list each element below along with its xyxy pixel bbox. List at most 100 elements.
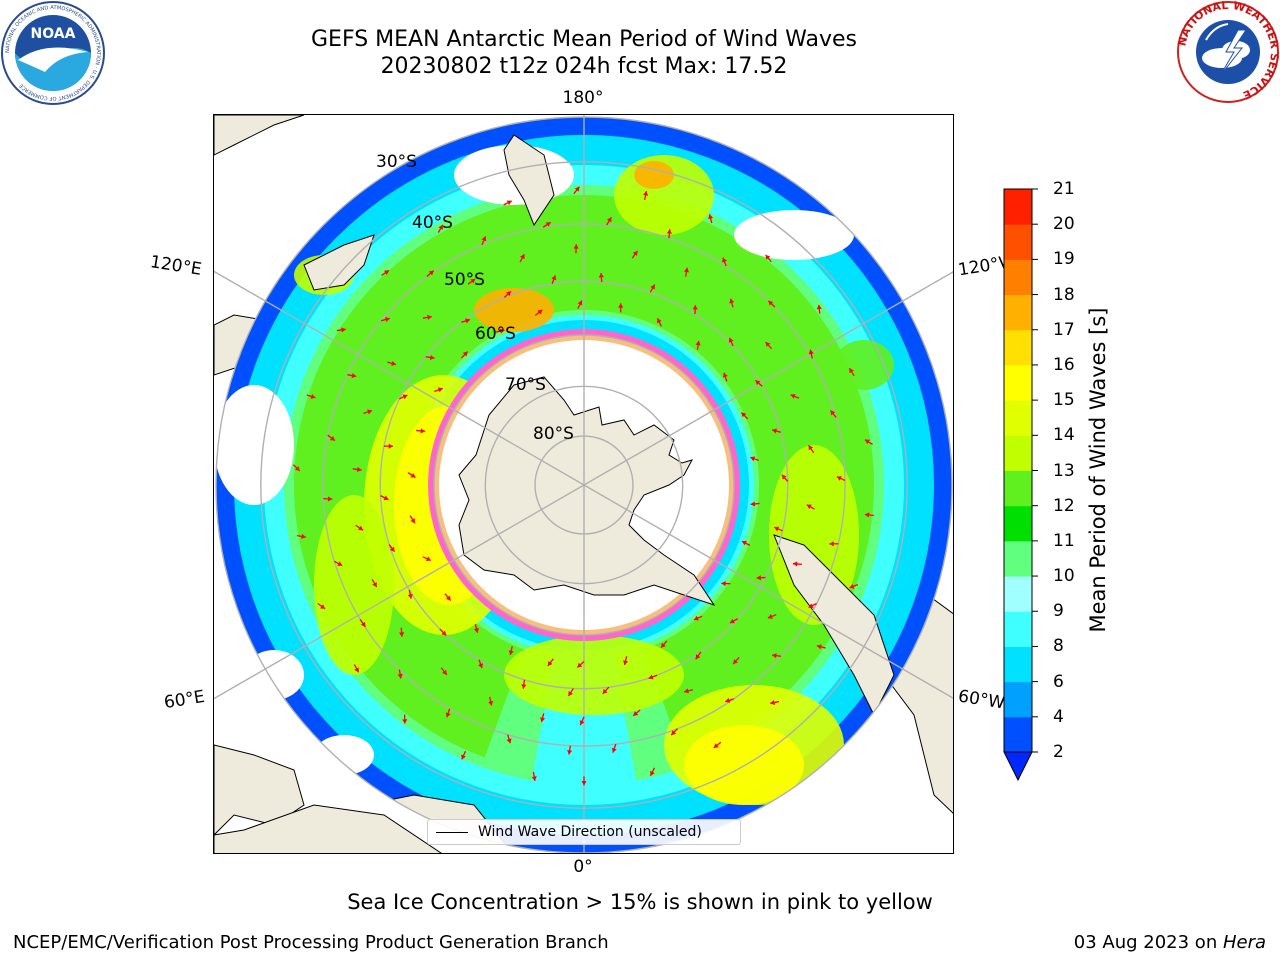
wave-arrow — [352, 466, 362, 473]
colorbar-tick-label: 19 — [1053, 249, 1075, 270]
wave-arrow-head — [692, 305, 698, 310]
wave-arrow-head — [741, 412, 747, 418]
wave-arrow — [725, 697, 734, 703]
wave-arrow-head — [864, 439, 870, 445]
wave-arrow — [461, 750, 467, 760]
wave-arrow — [506, 734, 512, 744]
wave-arrow-head — [506, 200, 512, 206]
wave-arrow-head — [521, 684, 527, 689]
wave-arrow-head — [729, 298, 735, 304]
wave-arrow-head — [750, 501, 756, 507]
wave-arrow — [521, 679, 527, 689]
wave-arrow-head — [437, 387, 443, 393]
lat-label-60s: 60°S — [475, 324, 516, 344]
wave-arrow — [649, 284, 656, 293]
wave-arrow — [547, 658, 554, 667]
calm-area — [904, 205, 952, 265]
wave-arrow — [750, 501, 760, 507]
land-mass — [214, 115, 305, 156]
wave-arrow-head — [567, 749, 573, 755]
wave-arrow-head — [327, 496, 333, 502]
colorbar-tick-label: 14 — [1053, 425, 1075, 446]
legend-label: Wind Wave Direction (unscaled) — [478, 824, 702, 840]
wave-arrow — [416, 428, 426, 434]
wave-arrow-head — [351, 373, 357, 379]
wave-arrow — [425, 354, 435, 361]
wave-arrow — [695, 340, 701, 350]
wave-arrow-head — [420, 428, 426, 434]
wave-arrow-head — [294, 466, 300, 471]
wave-arrow-head — [661, 642, 666, 648]
colorbar-tick-label: 21 — [1053, 179, 1075, 199]
wave-arrow-head — [722, 257, 727, 263]
wave-arrow-head — [341, 327, 346, 333]
wave-arrow-head — [849, 368, 854, 374]
wave-arrow — [808, 349, 814, 359]
wave-arrow-head — [506, 291, 511, 297]
wave-direction-arrows — [292, 186, 874, 786]
wave-arrow-head — [808, 349, 814, 355]
colorbar-tick-label: 13 — [1053, 460, 1075, 481]
wave-arrow — [519, 253, 525, 263]
wave-arrow — [573, 244, 579, 254]
wave-arrow-head — [574, 186, 580, 192]
lon-label-60e: 60°E — [162, 686, 207, 714]
wave-arrow — [767, 300, 776, 308]
wave-arrow — [363, 409, 373, 415]
wave-arrow — [495, 328, 505, 334]
wave-arrow — [790, 393, 800, 399]
wave-arrow — [460, 351, 469, 359]
wave-arrow-head — [389, 546, 395, 552]
wave-arrow-head — [816, 304, 822, 310]
land-mass — [773, 534, 895, 717]
wave-arrow-head — [428, 270, 434, 276]
wave-arrow-head — [506, 738, 512, 744]
sea-ice-note: Sea Ice Concentration > 15% is shown in … — [347, 890, 933, 914]
wave-arrow — [567, 688, 574, 697]
wave-arrow-head — [470, 278, 476, 284]
wave-arrow — [426, 270, 435, 278]
wave-arrow-head — [537, 309, 543, 315]
wave-arrow-head — [478, 663, 484, 669]
colorbar-segment — [1004, 435, 1032, 471]
meridian-line — [214, 270, 585, 486]
wave-arrow-head — [499, 328, 505, 334]
wave-arrow-head — [573, 244, 579, 249]
wave-arrow — [808, 602, 817, 609]
wave-arrow — [336, 327, 346, 333]
wave-arrow — [381, 269, 390, 276]
colorbar-segment — [1004, 646, 1032, 683]
wave-arrow — [864, 439, 873, 445]
wave-arrow — [771, 428, 781, 434]
wave-arrow — [611, 743, 617, 753]
wave-arrow — [440, 667, 448, 676]
wave-arrow — [542, 221, 552, 228]
colorbar-segment — [1004, 576, 1032, 612]
wave-arrow — [296, 533, 306, 539]
map-boundary — [215, 116, 953, 853]
wave-arrow-head — [337, 561, 343, 566]
wave-arrow-head — [618, 303, 624, 308]
wave-arrow-head — [465, 318, 470, 324]
wave-arrow — [422, 314, 432, 320]
wave-arrow — [632, 709, 641, 717]
colorbar-tick-label: 16 — [1053, 354, 1075, 375]
colorbar-tick-label: 12 — [1053, 495, 1075, 516]
calm-area — [734, 210, 854, 260]
footer-date: 03 Aug 2023 on Hera — [1074, 932, 1266, 953]
wave-arrow — [409, 515, 416, 524]
colorbar-tick-label: 6 — [1053, 671, 1064, 692]
wave-arrow — [836, 476, 846, 482]
wave-arrow-head — [384, 270, 390, 275]
wave-arrow-head — [388, 443, 393, 449]
wave-arrow — [670, 728, 679, 736]
wave-arrow-head — [816, 644, 822, 650]
meridian-line — [583, 484, 953, 699]
wave-arrow-head — [358, 525, 364, 531]
colorbar-tick-label: 11 — [1053, 530, 1075, 551]
wave-arrow — [660, 640, 668, 649]
wave-arrow-head — [767, 614, 773, 619]
wave-arrow-head — [442, 669, 447, 675]
colorbar-segment — [1004, 259, 1032, 296]
wave-arrow — [551, 275, 557, 284]
